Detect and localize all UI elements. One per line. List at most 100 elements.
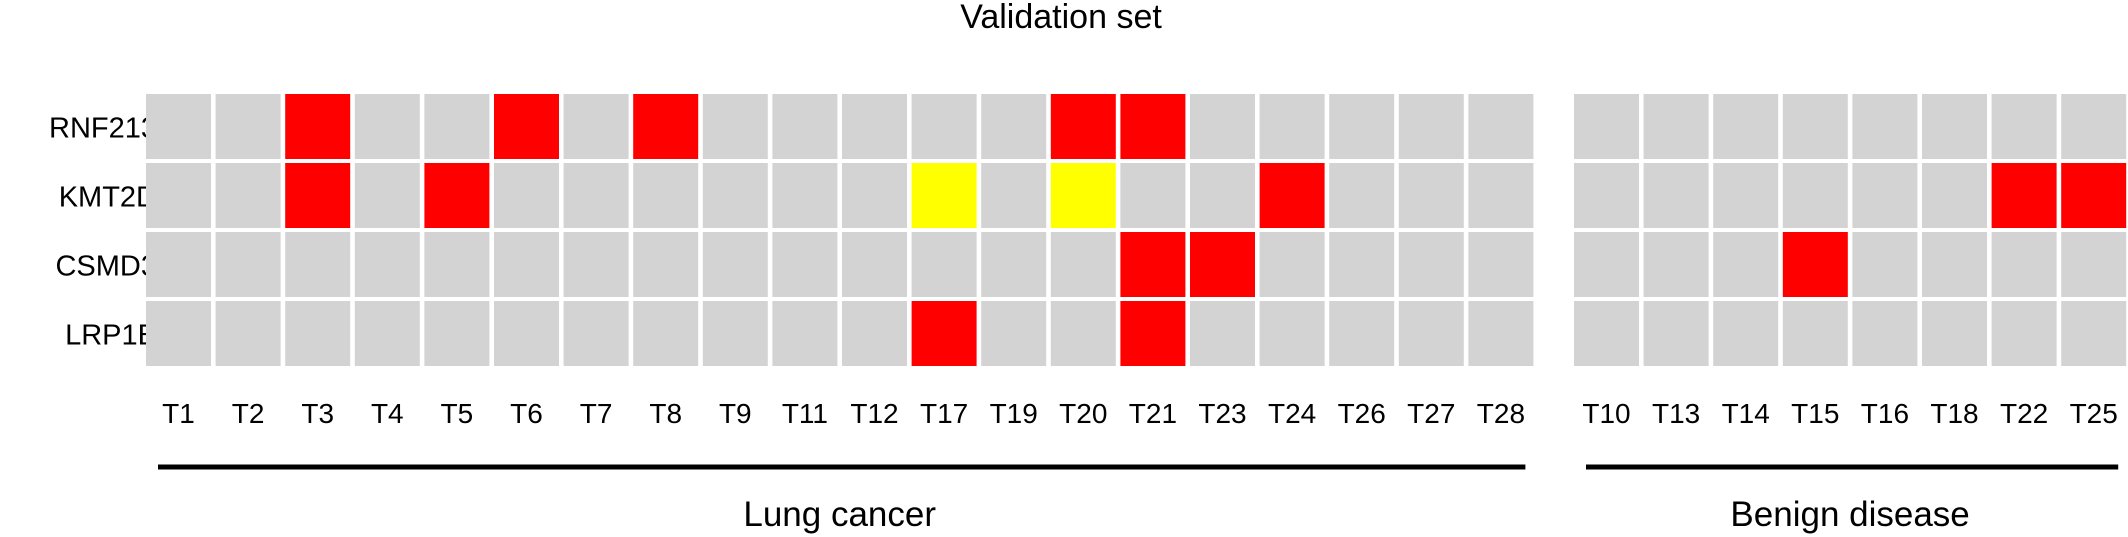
cell-kmt2d-t21	[1120, 163, 1186, 228]
cell-csmd3-t17	[911, 232, 977, 297]
cell-kmt2d-t24	[1259, 163, 1325, 228]
cell-rnf213-t4	[354, 94, 420, 159]
cell-rnf213-t27	[1398, 94, 1464, 159]
column-label-t5: T5	[441, 398, 474, 429]
cell-lrp1b-t15	[1782, 301, 1848, 366]
cell-kmt2d-t9	[702, 163, 768, 228]
cell-lrp1b-t5	[424, 301, 490, 366]
cell-rnf213-t11	[772, 94, 838, 159]
cell-lrp1b-t21	[1120, 301, 1186, 366]
cell-lrp1b-t25	[2061, 301, 2127, 366]
cell-rnf213-t5	[424, 94, 490, 159]
cell-lrp1b-t4	[354, 301, 420, 366]
cell-kmt2d-t15	[1782, 163, 1848, 228]
row-label-lrp1b: LRP1B	[65, 320, 157, 352]
cell-kmt2d-t8	[633, 163, 699, 228]
cell-kmt2d-t7	[563, 163, 629, 228]
column-label-t27: T27	[1407, 398, 1455, 429]
cell-lrp1b-t17	[911, 301, 977, 366]
row-label-rnf213: RNF213	[49, 113, 157, 145]
cell-csmd3-t23	[1190, 232, 1255, 297]
cell-csmd3-t21	[1120, 232, 1186, 297]
group-annotations: Lung cancer Benign disease	[158, 464, 2119, 534]
column-label-t18: T18	[1930, 398, 1978, 429]
cell-lrp1b-t1	[146, 301, 211, 366]
cell-kmt2d-t22	[1991, 163, 2057, 228]
cell-rnf213-t16	[1852, 94, 1918, 159]
column-label-t20: T20	[1059, 398, 1107, 429]
cell-csmd3-t26	[1329, 232, 1395, 297]
cell-lrp1b-t16	[1852, 301, 1918, 366]
cell-csmd3-t16	[1852, 232, 1918, 297]
cell-kmt2d-t27	[1398, 163, 1464, 228]
cell-rnf213-t14	[1713, 94, 1779, 159]
column-label-t3: T3	[301, 398, 334, 429]
column-label-t2: T2	[232, 398, 265, 429]
cell-rnf213-t20	[1050, 94, 1116, 159]
cell-rnf213-t3	[285, 94, 351, 159]
cell-csmd3-t22	[1991, 232, 2057, 297]
column-label-t1: T1	[162, 398, 195, 429]
column-label-t9: T9	[719, 398, 752, 429]
cell-lrp1b-t19	[981, 301, 1047, 366]
cell-csmd3-t4	[354, 232, 420, 297]
cell-kmt2d-t3	[285, 163, 351, 228]
column-label-t13: T13	[1652, 398, 1700, 429]
column-label-t23: T23	[1198, 398, 1246, 429]
cell-lrp1b-t23	[1190, 301, 1255, 366]
column-label-t11: T11	[782, 398, 828, 429]
column-label-t8: T8	[649, 398, 682, 429]
cell-lrp1b-t20	[1050, 301, 1116, 366]
column-label-t19: T19	[990, 398, 1038, 429]
cell-rnf213-t9	[702, 94, 768, 159]
cell-lrp1b-t22	[1991, 301, 2057, 366]
cell-kmt2d-t10	[1574, 163, 1639, 228]
cell-lrp1b-t12	[842, 301, 907, 366]
cell-csmd3-t27	[1398, 232, 1464, 297]
group-label-0: Lung cancer	[743, 495, 936, 534]
cell-rnf213-t17	[911, 94, 977, 159]
cell-kmt2d-t11	[772, 163, 838, 228]
cell-kmt2d-t26	[1329, 163, 1395, 228]
column-labels: T1 T2 T3 T4 T5 T6 T7 T8 T9 T11 T12 T17 T19 T20 T21 T23 T…	[162, 398, 2118, 429]
column-label-t17: T17	[920, 398, 968, 429]
cell-lrp1b-t13	[1643, 301, 1709, 366]
cell-csmd3-t6	[494, 232, 559, 297]
cell-kmt2d-t18	[1922, 163, 1987, 228]
cell-rnf213-t7	[563, 94, 629, 159]
cell-lrp1b-t7	[563, 301, 629, 366]
column-label-t10: T10	[1582, 398, 1630, 429]
heatmap-cells	[146, 94, 2127, 366]
chart-title: Validation set	[960, 0, 1162, 36]
cell-lrp1b-t2	[215, 301, 281, 366]
column-label-t15: T15	[1791, 398, 1839, 429]
cell-rnf213-t24	[1259, 94, 1325, 159]
cell-lrp1b-t11	[772, 301, 838, 366]
cell-rnf213-t18	[1922, 94, 1987, 159]
cell-lrp1b-t26	[1329, 301, 1395, 366]
cell-rnf213-t10	[1574, 94, 1639, 159]
cell-rnf213-t22	[1991, 94, 2057, 159]
column-label-t28: T28	[1477, 398, 1525, 429]
cell-csmd3-t25	[2061, 232, 2127, 297]
cell-rnf213-t21	[1120, 94, 1186, 159]
cell-csmd3-t19	[981, 232, 1047, 297]
cell-csmd3-t24	[1259, 232, 1325, 297]
cell-csmd3-t5	[424, 232, 490, 297]
cell-lrp1b-t3	[285, 301, 351, 366]
cell-csmd3-t8	[633, 232, 699, 297]
cell-rnf213-t19	[981, 94, 1047, 159]
column-label-t24: T24	[1268, 398, 1316, 429]
cell-kmt2d-t2	[215, 163, 281, 228]
cell-rnf213-t25	[2061, 94, 2127, 159]
cell-rnf213-t2	[215, 94, 281, 159]
row-label-kmt2d: KMT2D	[59, 182, 157, 214]
cell-csmd3-t13	[1643, 232, 1709, 297]
cell-csmd3-t18	[1922, 232, 1987, 297]
cell-csmd3-t10	[1574, 232, 1639, 297]
column-label-t7: T7	[580, 398, 613, 429]
cell-csmd3-t12	[842, 232, 907, 297]
cell-lrp1b-t27	[1398, 301, 1464, 366]
cell-kmt2d-t1	[146, 163, 211, 228]
